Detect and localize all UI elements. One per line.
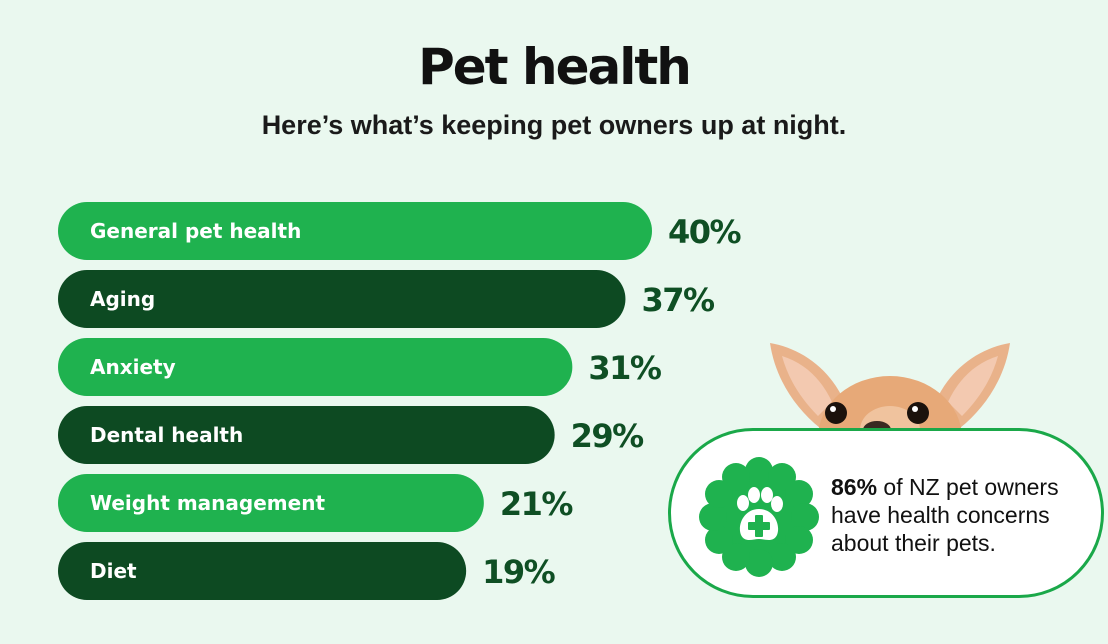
bar-aging bbox=[58, 270, 626, 328]
value-label: 19% bbox=[482, 553, 556, 591]
chart-subtitle: Here’s what’s keeping pet owners up at n… bbox=[261, 110, 847, 140]
paw-plus-badge-icon bbox=[699, 457, 819, 577]
dog-left-eye bbox=[825, 402, 847, 424]
bar-label: Anxiety bbox=[90, 355, 176, 379]
bar-weight-management bbox=[58, 474, 484, 532]
callout-description: of NZ pet owners have health concerns ab… bbox=[831, 474, 1059, 556]
bar-dental-health bbox=[58, 406, 555, 464]
chihuahua-image bbox=[770, 343, 1010, 438]
stat-callout: 86% of NZ pet owners have health concern… bbox=[668, 428, 1104, 598]
value-label: 29% bbox=[571, 417, 645, 455]
bar-general-pet-health bbox=[58, 202, 652, 260]
bar-label: Aging bbox=[90, 287, 155, 311]
bar-label: Diet bbox=[90, 559, 137, 583]
bar-label: Weight management bbox=[90, 491, 325, 515]
callout-stat: 86% bbox=[831, 474, 878, 500]
value-label: 31% bbox=[588, 349, 662, 387]
value-label: 21% bbox=[500, 485, 574, 523]
bar-label: Dental health bbox=[90, 423, 243, 447]
callout-text: 86% of NZ pet owners have health concern… bbox=[831, 473, 1091, 557]
value-label: 40% bbox=[668, 213, 742, 251]
bar-anxiety bbox=[58, 338, 573, 396]
bar-label: General pet health bbox=[90, 219, 301, 243]
bar-diet bbox=[58, 542, 467, 600]
value-label: 37% bbox=[641, 281, 715, 319]
dog-right-eye bbox=[907, 402, 929, 424]
chart-title: Pet health bbox=[418, 38, 692, 96]
